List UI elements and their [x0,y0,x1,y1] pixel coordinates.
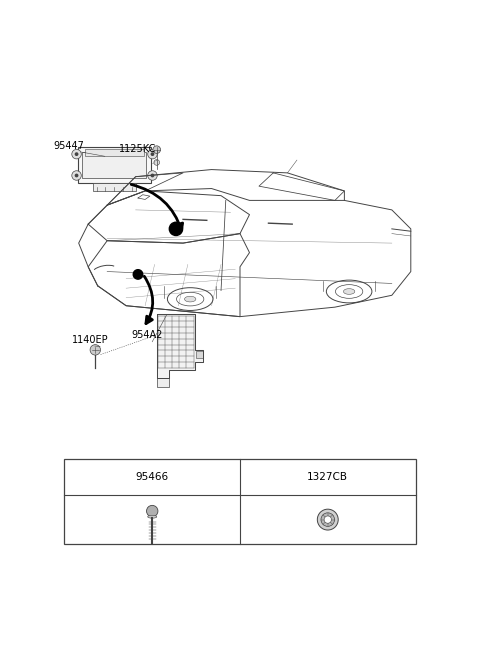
Circle shape [75,173,78,177]
Text: 1327CB: 1327CB [307,472,348,482]
FancyArrowPatch shape [144,276,153,324]
Circle shape [169,222,182,235]
Circle shape [148,149,157,159]
Ellipse shape [148,515,157,518]
FancyBboxPatch shape [84,149,144,156]
Circle shape [151,173,155,177]
Circle shape [317,509,338,530]
FancyBboxPatch shape [93,183,136,191]
FancyBboxPatch shape [157,378,169,387]
Text: 95447: 95447 [54,141,84,150]
FancyBboxPatch shape [77,147,151,183]
Circle shape [72,149,81,159]
FancyBboxPatch shape [82,152,146,178]
Circle shape [154,160,159,166]
Circle shape [133,269,143,279]
Circle shape [90,345,100,355]
Text: 1140EP: 1140EP [72,335,109,345]
Circle shape [146,505,158,517]
Text: 954A2: 954A2 [132,330,163,340]
Circle shape [321,513,335,526]
Circle shape [75,152,78,156]
Circle shape [151,152,155,156]
Text: 95466: 95466 [136,472,169,482]
Ellipse shape [343,288,355,294]
Circle shape [148,171,157,180]
Circle shape [153,146,160,154]
Circle shape [72,171,81,180]
Ellipse shape [184,296,196,302]
Polygon shape [157,314,204,378]
Text: 1125KC: 1125KC [119,144,156,154]
FancyBboxPatch shape [196,351,203,358]
FancyArrowPatch shape [131,185,182,231]
Circle shape [324,516,331,523]
